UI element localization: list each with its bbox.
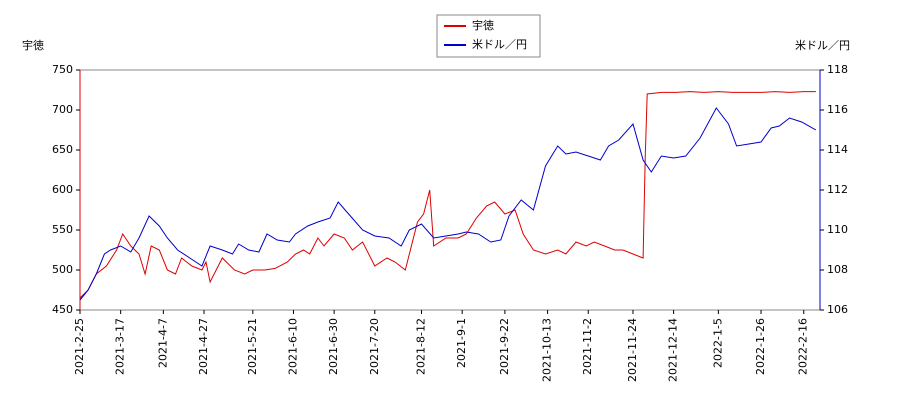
x-tick-label: 2022-2-16 <box>797 318 810 375</box>
x-tick-label: 2021-5-21 <box>246 318 259 375</box>
x-tick-label: 2021-3-17 <box>114 318 127 375</box>
x-tick-label: 2021-6-30 <box>327 318 340 375</box>
legend-label: 宇徳 <box>472 19 494 32</box>
legend-label: 米ドル／円 <box>472 38 527 51</box>
x-tick-label: 2022-1-26 <box>754 318 767 375</box>
x-tick-label: 2021-2-25 <box>73 318 86 375</box>
y-tick-label: 650 <box>52 143 73 156</box>
y2-tick-label: 118 <box>827 63 848 76</box>
x-tick-label: 2021-4-27 <box>197 318 210 375</box>
y-tick-label: 600 <box>52 183 73 196</box>
legend <box>436 14 541 58</box>
x-tick-label: 2021-10-13 <box>541 318 554 382</box>
y2-axis-title: 米ドル／円 <box>795 39 850 52</box>
x-tick-label: 2021-9-1 <box>455 318 468 368</box>
y-tick-label: 700 <box>52 103 73 116</box>
series-line <box>79 107 817 301</box>
y2-tick-label: 114 <box>827 143 848 156</box>
y2-tick-label: 108 <box>827 263 848 276</box>
plot-frame <box>79 69 821 311</box>
x-tick-label: 2021-6-10 <box>286 318 299 375</box>
y2-tick-label: 116 <box>827 103 848 116</box>
x-tick-label: 2021-7-20 <box>368 318 381 375</box>
y2-tick-label: 110 <box>827 223 848 236</box>
y2-tick-label: 106 <box>827 303 848 316</box>
x-tick-label: 2021-8-12 <box>415 318 428 375</box>
x-tick-label: 2021-9-22 <box>498 318 511 375</box>
y-axis-title: 宇徳 <box>22 39 44 52</box>
y-tick-label: 450 <box>52 303 73 316</box>
y2-tick-label: 112 <box>827 183 848 196</box>
series-line <box>79 91 816 299</box>
x-tick-label: 2021-12-14 <box>667 318 680 382</box>
x-tick-label: 2021-4-7 <box>156 318 169 368</box>
y-tick-label: 500 <box>52 263 73 276</box>
x-tick-label: 2022-1-5 <box>711 318 724 368</box>
y-tick-label: 750 <box>52 63 73 76</box>
y-tick-label: 550 <box>52 223 73 236</box>
x-tick-label: 2021-11-24 <box>626 318 639 382</box>
x-tick-label: 2021-11-2 <box>581 318 594 375</box>
